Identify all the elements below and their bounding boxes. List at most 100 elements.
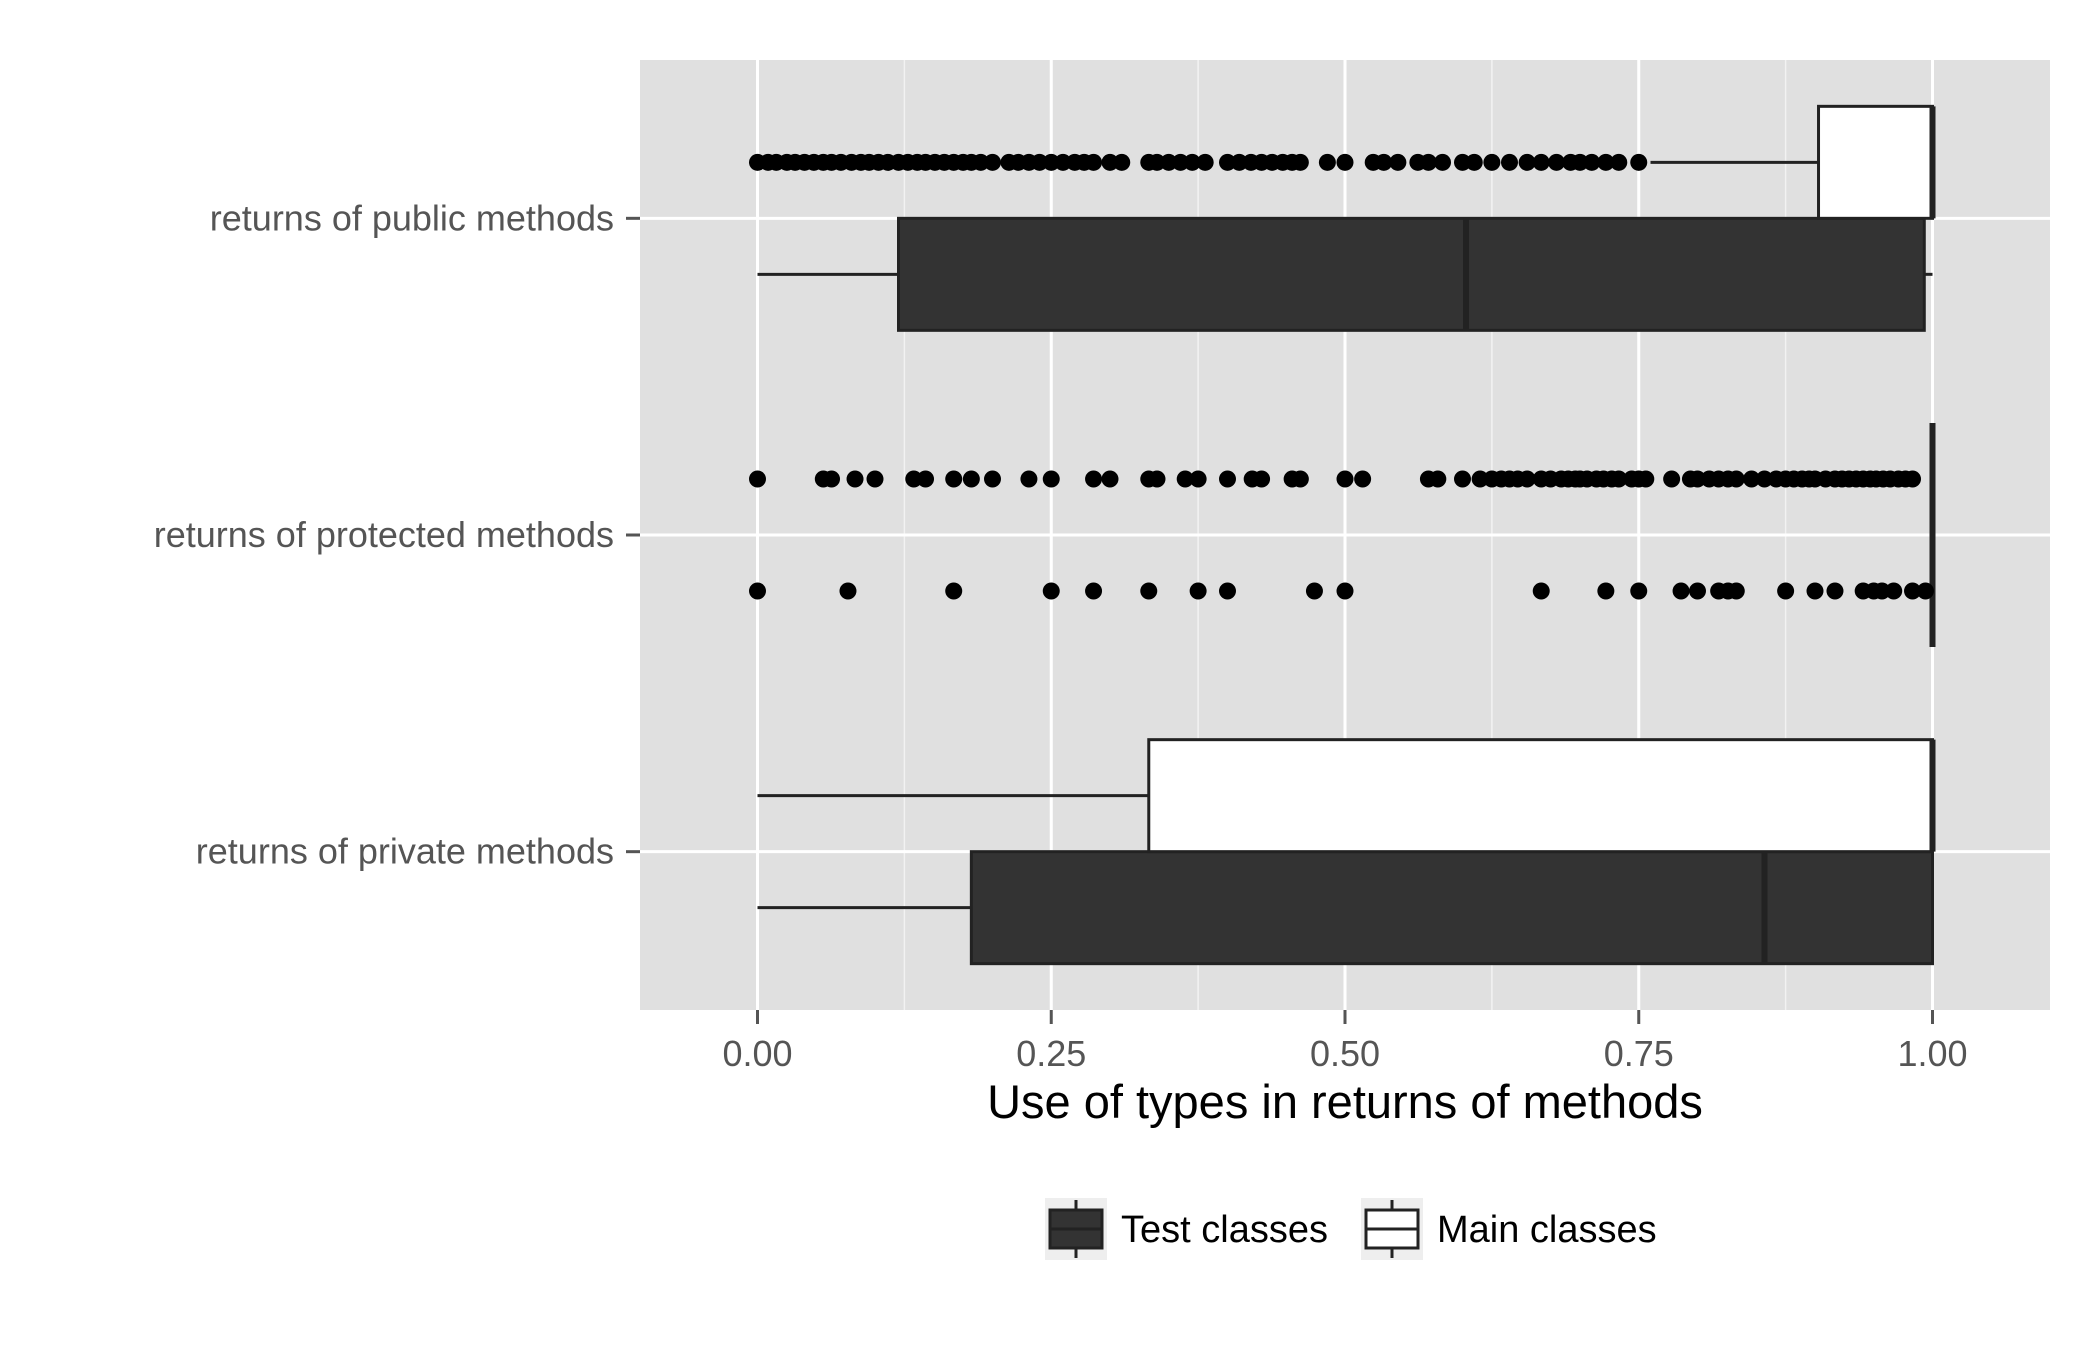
outlier-point	[1101, 470, 1119, 488]
x-axis-title: Use of types in returns of methods	[987, 1075, 1703, 1128]
outlier-point	[1532, 582, 1550, 600]
outlier-point	[1113, 153, 1131, 171]
outlier-point	[1219, 470, 1236, 488]
x-tick-label: 0.25	[1016, 1033, 1086, 1074]
outlier-point	[1904, 582, 1922, 600]
outlier-point	[1148, 153, 1166, 171]
x-tick-label: 1.00	[1897, 1033, 1967, 1074]
outlier-point	[1054, 153, 1072, 171]
outlier-point	[1663, 470, 1681, 488]
outlier-point	[945, 470, 963, 488]
outlier-point	[1140, 582, 1158, 600]
outlier-point	[984, 153, 1001, 171]
outlier-point	[1172, 153, 1189, 171]
outlier-point	[1305, 582, 1323, 600]
outlier-point	[1777, 582, 1795, 600]
outlier-point	[1743, 470, 1761, 488]
outlier-point	[1291, 470, 1309, 488]
outlier-point	[1454, 470, 1471, 488]
outlier-point	[1630, 153, 1648, 171]
outlier-point	[1471, 470, 1489, 488]
x-tick-label: 0.00	[722, 1033, 792, 1074]
outlier-point	[1434, 153, 1452, 171]
outlier-point	[1597, 582, 1615, 600]
outlier-point	[1375, 153, 1393, 171]
outlier-point	[1548, 153, 1565, 171]
outlier-point	[749, 470, 766, 488]
outlier-point	[1518, 470, 1536, 488]
outlier-point	[917, 470, 935, 488]
legend-label: Test classes	[1121, 1209, 1328, 1251]
outlier-point	[1219, 153, 1236, 171]
outlier-point	[1630, 582, 1648, 600]
outlier-point	[1755, 470, 1773, 488]
y-tick-label: returns of protected methods	[154, 514, 614, 555]
outlier-point	[1689, 470, 1706, 488]
outlier-point	[1672, 582, 1690, 600]
outlier-point	[1085, 153, 1103, 171]
outlier-point	[1176, 470, 1194, 488]
outlier-point	[1873, 582, 1891, 600]
outlier-point	[1454, 153, 1471, 171]
outlier-point	[1571, 153, 1589, 171]
outlier-point	[1597, 153, 1615, 171]
x-axis: 0.00 0.25 0.50 0.75 1.00	[722, 1010, 1968, 1074]
outlier-point	[1826, 582, 1844, 600]
outlier-point	[1253, 470, 1271, 488]
outlier-point	[1031, 153, 1048, 171]
outlier-point	[749, 582, 766, 600]
outlier-point	[1885, 582, 1903, 600]
outlier-point	[1042, 153, 1060, 171]
outlier-point	[1042, 470, 1060, 488]
box-iqr	[897, 216, 1926, 332]
legend-label: Main classes	[1437, 1209, 1657, 1251]
outlier-point	[1806, 582, 1824, 600]
outlier-point	[1230, 153, 1248, 171]
outlier-point	[1020, 470, 1038, 488]
outlier-point	[1160, 153, 1178, 171]
box-iqr	[969, 850, 1934, 966]
outlier-point	[1727, 582, 1745, 600]
outlier-point	[962, 470, 980, 488]
outlier-point	[1532, 153, 1550, 171]
outlier-point	[984, 470, 1001, 488]
outlier-point	[839, 582, 857, 600]
outliers-layer	[749, 153, 1934, 600]
outlier-point	[1483, 153, 1501, 171]
y-tick-label: returns of private methods	[196, 831, 614, 872]
outlier-point	[945, 582, 963, 600]
x-tick-label: 0.75	[1604, 1033, 1674, 1074]
outlier-point	[1148, 470, 1166, 488]
outlier-point	[972, 153, 990, 171]
outlier-point	[1085, 582, 1103, 600]
outlier-point	[1429, 470, 1447, 488]
outlier-point	[1318, 153, 1336, 171]
outlier-point	[1291, 153, 1309, 171]
outlier-point	[1101, 153, 1119, 171]
outlier-point	[1501, 153, 1518, 171]
outlier-point	[1727, 470, 1745, 488]
x-tick-label: 0.50	[1310, 1033, 1380, 1074]
outlier-point	[1189, 582, 1207, 600]
outlier-point	[1336, 582, 1354, 600]
outlier-point	[1196, 153, 1214, 171]
outlier-point	[1354, 470, 1372, 488]
outlier-point	[1465, 153, 1483, 171]
outlier-point	[1518, 153, 1536, 171]
outlier-point	[1904, 470, 1922, 488]
outlier-point	[1637, 470, 1655, 488]
outlier-point	[905, 470, 923, 488]
y-axis: returns of public methods returns of prot…	[154, 197, 640, 872]
outlier-point	[1389, 153, 1407, 171]
outlier-point	[1085, 470, 1103, 488]
box-iqr	[1147, 738, 1934, 854]
outlier-point	[1610, 470, 1628, 488]
outlier-point	[1189, 470, 1207, 488]
y-tick-label: returns of public methods	[210, 197, 614, 238]
outlier-point	[866, 470, 884, 488]
legend: Test classes Main classes	[1045, 1198, 1657, 1260]
outlier-point	[1610, 153, 1628, 171]
outlier-point	[823, 470, 841, 488]
